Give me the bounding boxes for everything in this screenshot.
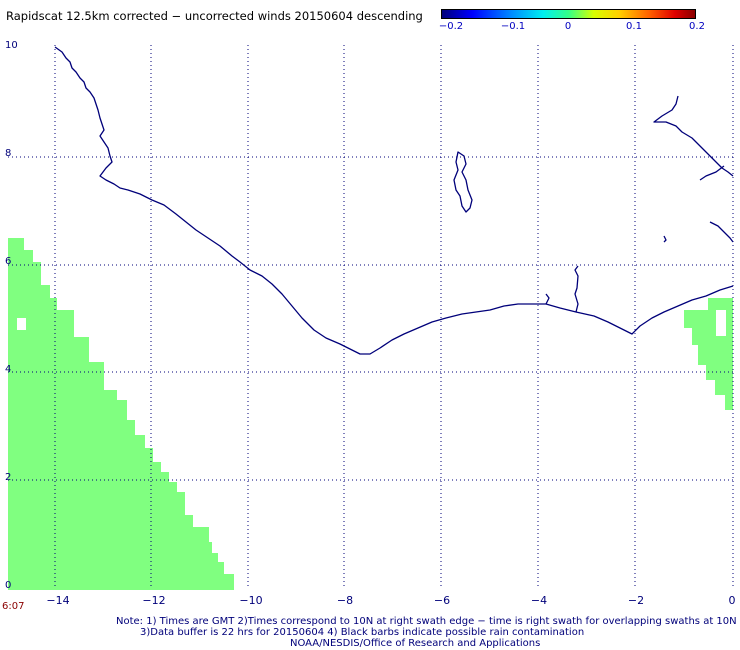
y-tick-label: 6 [5,256,12,267]
x-tick-label: −14 [46,594,70,607]
swath-time-label: 6:07 [2,601,25,612]
footnote-line: 3)Data buffer is 22 hrs for 20150604 4) … [140,627,585,638]
x-tick-label: −10 [239,594,263,607]
x-tick-label: −12 [142,594,166,607]
x-tick-label: −6 [433,594,451,607]
footnote-line: NOAA/NESDIS/Office of Research and Appli… [290,638,541,649]
x-tick-label: −4 [530,594,548,607]
map-title: Rapidscat 12.5km corrected − uncorrected… [6,9,423,23]
x-tick-label: −2 [627,594,645,607]
footnote-line: Note: 1) Times are GMT 2)Times correspon… [116,616,737,627]
swath-gap [716,310,726,336]
y-tick-label: 4 [5,364,12,375]
swath-west [8,238,234,590]
graticule [8,45,734,588]
colorbar-tick: −0.1 [500,21,526,32]
colorbar-tick: 0.1 [626,21,642,32]
colorbar [441,9,696,19]
coastline [54,46,734,355]
x-tick-label: −8 [336,594,354,607]
colorbar-tick: −0.2 [438,21,464,32]
colorbar-tick: 0 [564,21,572,32]
y-tick-label: 0 [5,580,12,591]
swath-gap [17,318,26,330]
y-tick-label: 8 [5,148,12,159]
y-tick-label: 10 [5,40,18,51]
colorbar-tick: 0.2 [689,21,705,32]
x-tick-label: 0 [728,594,736,607]
y-tick-label: 2 [5,472,12,483]
